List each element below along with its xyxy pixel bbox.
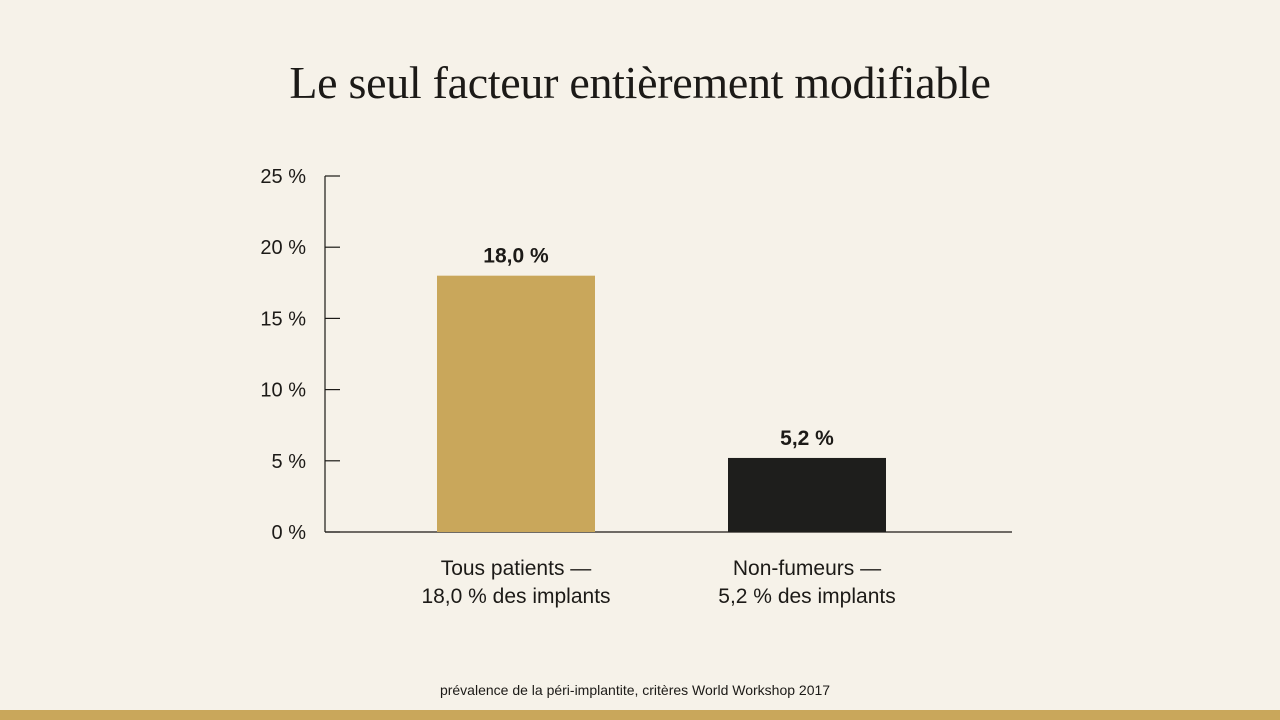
category-label-line-1: Tous patients —	[440, 557, 592, 580]
footnote: prévalence de la péri-implantite, critèr…	[439, 682, 831, 698]
axes: 0 % 5 % 10 % 15 % 20 % 25 %	[260, 166, 1012, 544]
data-label-0: 18,0 %	[483, 245, 549, 268]
y-tick-label: 25 %	[260, 166, 306, 188]
y-tick-label: 10 %	[260, 380, 306, 402]
category-label-non-smokers: Non-fumeurs — 5,2 % des implants	[657, 555, 957, 611]
category-label-all-patients: Tous patients — 18,0 % des implants	[366, 555, 666, 611]
y-tick-label: 20 %	[260, 237, 306, 259]
y-tick-label: 15 %	[260, 308, 306, 330]
y-tick-label: 0 %	[272, 522, 307, 544]
chart-title: Le seul facteur entièrement modifiable	[289, 57, 991, 108]
bars	[437, 275, 886, 532]
data-labels: 18,0 % 5,2 %	[483, 245, 834, 450]
y-tick-label: 5 %	[272, 451, 307, 473]
category-label-line-2: 5,2 % des implants	[718, 585, 896, 608]
bar-0	[437, 275, 595, 532]
category-label-line-2: 18,0 % des implants	[421, 585, 611, 608]
bar-1	[728, 457, 886, 532]
bottom-accent-band	[0, 710, 1280, 720]
data-label-1: 5,2 %	[780, 427, 834, 450]
category-label-line-1: Non-fumeurs —	[732, 557, 882, 580]
